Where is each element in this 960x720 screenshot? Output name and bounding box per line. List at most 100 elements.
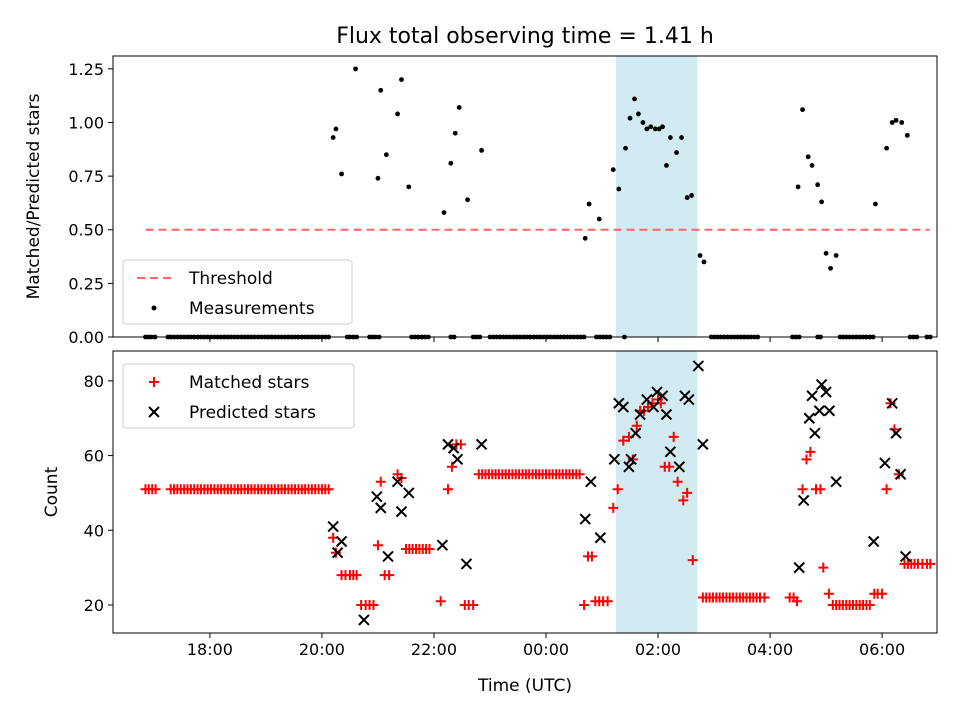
measurement-point — [701, 259, 707, 265]
measurement-point — [339, 171, 344, 177]
matched-star-point — [330, 547, 341, 558]
measurement-point — [889, 120, 895, 125]
predicted-star-point — [813, 405, 826, 417]
measurement-point — [333, 126, 339, 132]
measurement-point — [667, 135, 673, 140]
measurement-point — [456, 105, 462, 110]
matched-star-point — [631, 420, 642, 431]
y-tick-label: 0.25 — [68, 274, 104, 293]
top-y-ticks: 0.00 0.25 0.50 0.75 1.00 1.25 — [68, 60, 113, 347]
matched-star-point — [801, 454, 812, 465]
legend-box — [122, 363, 355, 429]
predicted-star-point — [327, 520, 339, 533]
matched-star-point — [797, 484, 808, 495]
predicted-star-point — [793, 561, 805, 574]
matched-star-point — [468, 599, 479, 610]
measurement-point — [800, 107, 805, 113]
bottom-legend: Matched stars Predicted stars — [122, 363, 355, 429]
measurement-point — [582, 235, 588, 241]
matched-star-point — [805, 446, 816, 457]
predicted-star-point — [651, 386, 663, 398]
x-tick-label: 02:00 — [635, 640, 681, 659]
measurement-point — [819, 199, 825, 205]
predicted-star-point — [331, 546, 344, 559]
matched-star-point — [818, 562, 829, 573]
predicted-star-point — [375, 502, 387, 514]
matched-star-point — [877, 588, 888, 599]
measurement-point — [674, 150, 679, 155]
bottom-series-layer — [140, 360, 936, 626]
legend-measurement-swatch — [151, 305, 157, 311]
predicted-star-point — [683, 393, 695, 406]
top-panel: 0.00 0.25 0.50 0.75 1.00 1.25 Matched/Predict… — [24, 55, 938, 347]
measurement-point — [805, 154, 811, 160]
x-tick-label: 06:00 — [859, 640, 905, 659]
measurement-point — [833, 253, 839, 258]
predicted-star-point — [395, 505, 408, 518]
predicted-star-point — [391, 476, 404, 488]
x-tick-label: 04:00 — [747, 640, 793, 659]
measurement-point — [648, 124, 654, 130]
predicted-star-point — [886, 397, 898, 409]
predicted-star-point — [451, 453, 464, 466]
measurement-point — [679, 135, 684, 140]
matched-star-point — [442, 484, 453, 495]
bottom-panel: 18:00 20:00 22:00 00:00 02:00 04:00 06:00 20 40… — [42, 350, 938, 696]
matched-star-point — [885, 398, 896, 409]
matched-star-point — [823, 588, 834, 599]
predicted-star-point — [623, 461, 635, 473]
bottom-x-ticks: 18:00 20:00 22:00 00:00 02:00 04:00 06:00 — [187, 633, 905, 659]
measurement-point — [383, 152, 389, 158]
legend-label: Matched stars — [189, 373, 309, 393]
matched-star-point — [446, 461, 457, 472]
measurement-point — [893, 117, 899, 123]
predicted-star-point — [442, 438, 454, 451]
top-highlight-span — [616, 56, 698, 337]
measurement-point — [809, 162, 815, 168]
predicted-star-point — [585, 476, 597, 488]
legend-predicted-swatch — [148, 406, 160, 418]
predicted-star-point — [579, 513, 591, 525]
predicted-star-point — [617, 401, 630, 413]
measurement-point — [815, 182, 821, 188]
matched-star-point — [579, 599, 590, 610]
matched-star-point — [682, 487, 693, 498]
bottom-y-axis-label: Count — [42, 466, 62, 517]
y-tick-label: 40 — [84, 521, 104, 540]
predicted-star-point — [475, 438, 488, 451]
measurement-point — [632, 96, 637, 102]
matched-star-point — [368, 599, 379, 610]
predicted-star-point — [656, 390, 669, 402]
y-tick-label: 0.00 — [68, 328, 104, 347]
predicted-star-point — [673, 461, 686, 473]
predicted-star-point — [899, 550, 912, 563]
measurement-point — [904, 132, 910, 138]
predicted-star-point — [358, 614, 370, 626]
predicted-star-point — [803, 412, 815, 424]
legend-matched-swatch — [149, 377, 159, 387]
predicted-star-point — [371, 490, 383, 503]
predicted-star-point — [625, 453, 637, 466]
top-y-axis-label: Matched/Predicted stars — [24, 93, 44, 299]
measurement-point — [828, 265, 833, 271]
predicted-star-point — [382, 550, 394, 563]
matched-star-point — [323, 484, 334, 495]
top-x-ticks — [209, 337, 883, 342]
measurement-point — [399, 77, 404, 82]
measurement-point — [616, 186, 622, 192]
bottom-axes-frame — [112, 350, 938, 634]
measurement-point — [586, 201, 592, 207]
measurement-point — [378, 87, 384, 93]
matched-star-point — [881, 484, 892, 495]
measurement-point — [479, 147, 484, 153]
measurement-point — [689, 193, 695, 198]
x-tick-label: 22:00 — [411, 640, 457, 659]
measurement-point — [664, 162, 669, 168]
measurement-point — [395, 111, 400, 117]
measurement-point — [596, 216, 602, 222]
measurement-point — [899, 120, 905, 125]
matched-star-point — [687, 555, 698, 566]
matched-star-point — [424, 543, 435, 554]
predicted-star-point — [460, 558, 473, 570]
